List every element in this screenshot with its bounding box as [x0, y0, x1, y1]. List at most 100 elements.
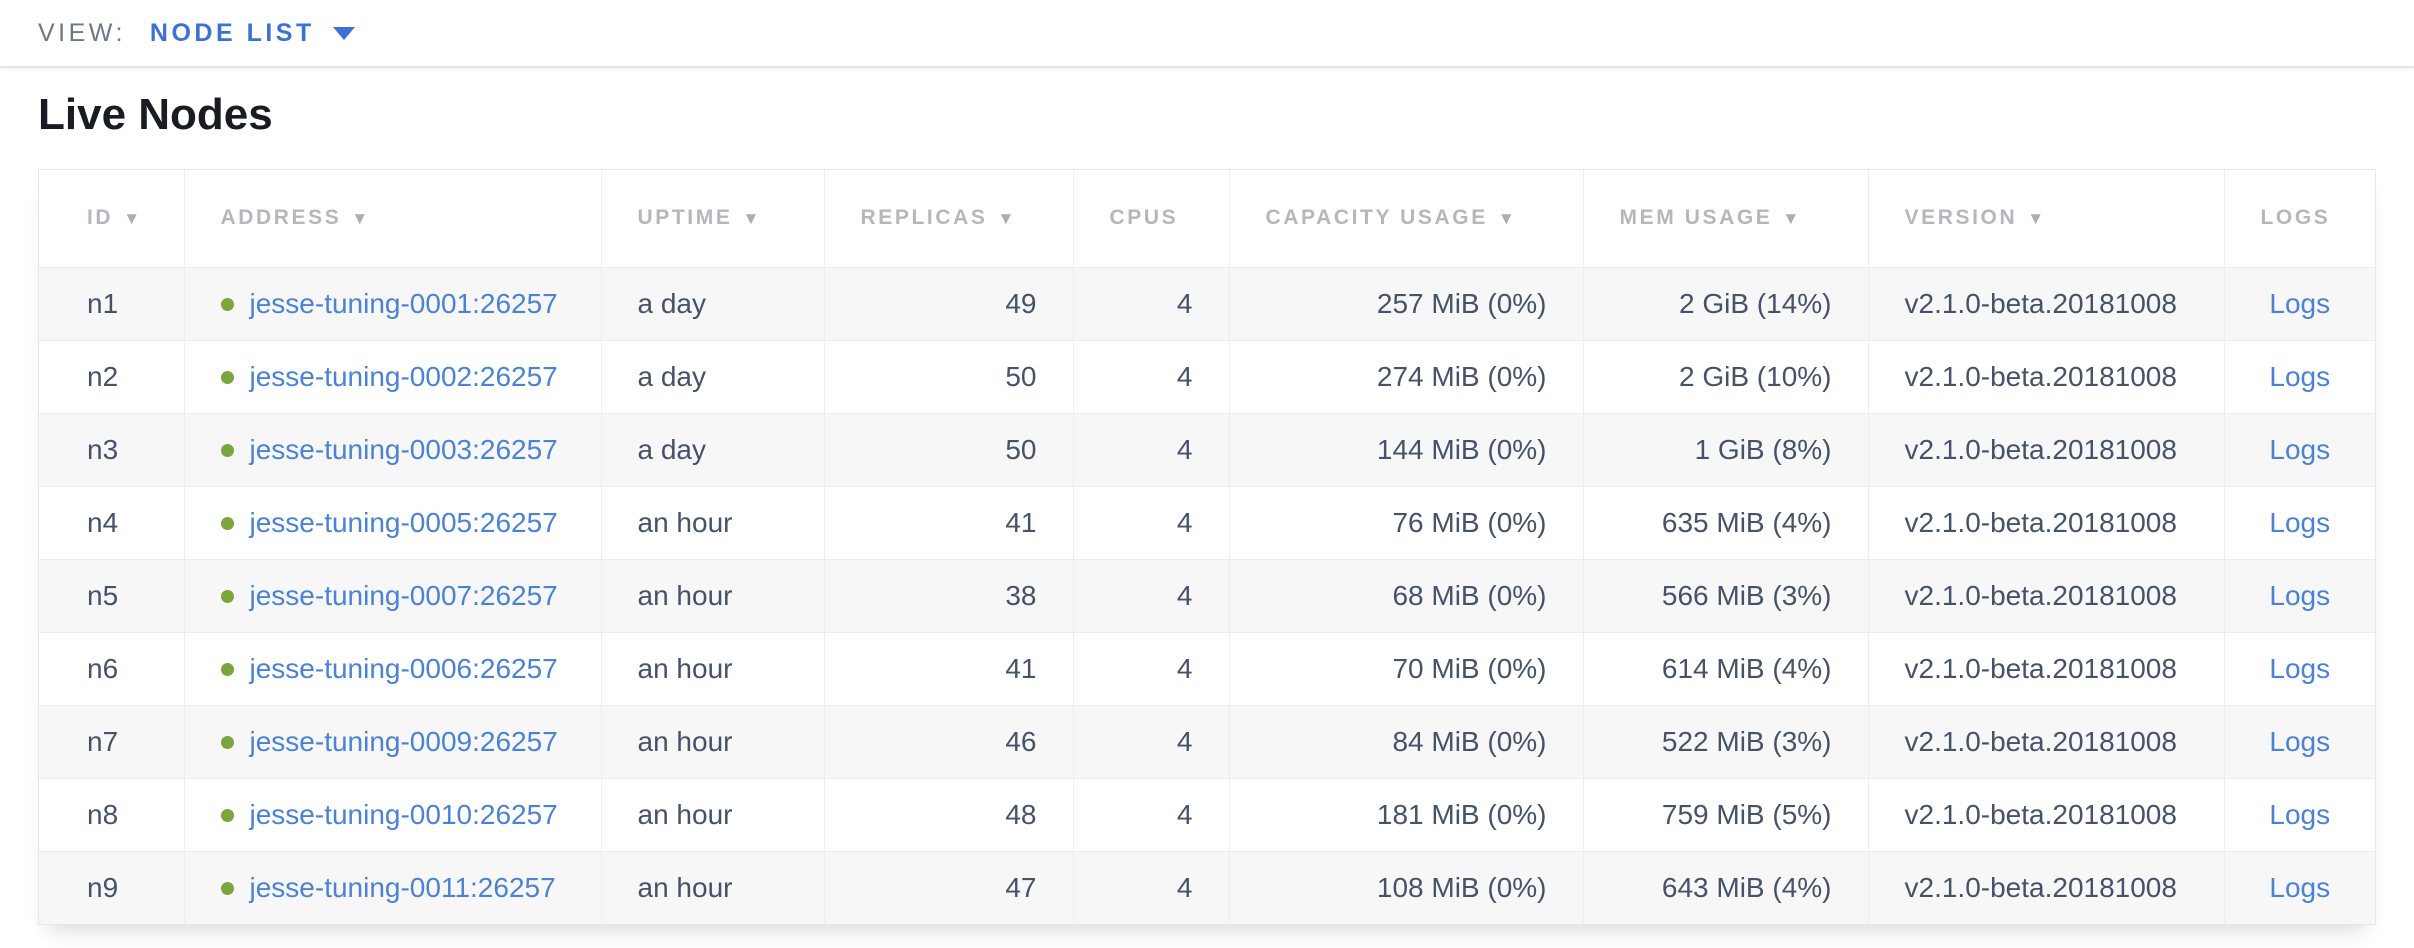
cell-replicas: 41 [823, 631, 1073, 705]
node-address-link[interactable]: jesse-tuning-0002:26257 [249, 360, 558, 392]
column-header-address[interactable]: ADDRESS ▼ [183, 170, 601, 267]
logs-link[interactable]: Logs [2269, 579, 2331, 611]
page-title: Live Nodes [38, 90, 273, 139]
column-header-capacity_usage[interactable]: CAPACITY USAGE ▼ [1228, 170, 1583, 267]
table-row-n5: n5 jesse-tuning-0007:26257 an hour 38 4 68 Mi… [39, 558, 2375, 632]
column-label: ADDRESS [220, 206, 342, 230]
logs-link[interactable]: Logs [2269, 506, 2331, 538]
logs-link[interactable]: Logs [2269, 725, 2331, 757]
live-nodes-table: ID ▼ ADDRESS ▼ UPTIME ▼ REPLICAS ▼ CPUS CAPACITY … [39, 170, 2375, 924]
cell-id: n3 [39, 412, 184, 486]
node-status-healthy-icon [220, 808, 234, 822]
cell-logs: Logs [2223, 777, 2375, 851]
cell-logs: Logs [2223, 704, 2375, 778]
cell-uptime: a day [600, 412, 824, 486]
cell-id: n4 [39, 485, 184, 559]
cell-capacity_usage: 68 MiB (0%) [1228, 558, 1583, 632]
cell-address: jesse-tuning-0007:26257 [183, 558, 601, 632]
logs-link[interactable]: Logs [2269, 287, 2331, 319]
cell-capacity_usage: 70 MiB (0%) [1228, 631, 1583, 705]
node-status-healthy-icon [220, 516, 234, 530]
cell-uptime: an hour [600, 485, 824, 559]
node-address-link[interactable]: jesse-tuning-0001:26257 [249, 287, 558, 319]
column-header-id[interactable]: ID ▼ [39, 170, 184, 267]
cell-id: n1 [39, 266, 184, 340]
cell-address: jesse-tuning-0010:26257 [183, 777, 601, 851]
table-row-n4: n4 jesse-tuning-0005:26257 an hour 41 4 76 Mi… [39, 485, 2375, 559]
cell-replicas: 50 [823, 339, 1073, 413]
cell-version: v2.1.0-beta.20181008 [1867, 485, 2224, 559]
node-address-link[interactable]: jesse-tuning-0006:26257 [249, 652, 558, 684]
cell-id: n8 [39, 777, 184, 851]
node-address-link[interactable]: jesse-tuning-0007:26257 [249, 579, 558, 611]
cell-mem_usage: 759 MiB (5%) [1582, 777, 1868, 851]
cell-logs: Logs [2223, 266, 2375, 340]
cell-mem_usage: 2 GiB (14%) [1582, 266, 1868, 340]
cell-cpus: 4 [1072, 704, 1229, 778]
cell-mem_usage: 614 MiB (4%) [1582, 631, 1868, 705]
cell-capacity_usage: 181 MiB (0%) [1228, 777, 1583, 851]
cell-capacity_usage: 257 MiB (0%) [1228, 266, 1583, 340]
cell-uptime: an hour [600, 850, 824, 924]
column-header-replicas[interactable]: REPLICAS ▼ [823, 170, 1073, 267]
cell-id: n5 [39, 558, 184, 632]
cell-capacity_usage: 84 MiB (0%) [1228, 704, 1583, 778]
cell-cpus: 4 [1072, 266, 1229, 340]
cell-uptime: an hour [600, 777, 824, 851]
cell-id: n7 [39, 704, 184, 778]
cell-address: jesse-tuning-0001:26257 [183, 266, 601, 340]
cell-logs: Logs [2223, 850, 2375, 924]
cell-address: jesse-tuning-0011:26257 [183, 850, 601, 924]
node-status-healthy-icon [220, 662, 234, 676]
column-label: CAPACITY USAGE [1265, 206, 1488, 230]
logs-link[interactable]: Logs [2269, 360, 2331, 392]
cell-cpus: 4 [1072, 485, 1229, 559]
cell-logs: Logs [2223, 412, 2375, 486]
cell-logs: Logs [2223, 485, 2375, 559]
node-address-link[interactable]: jesse-tuning-0010:26257 [249, 798, 558, 830]
table-row-n9: n9 jesse-tuning-0011:26257 an hour 47 4 108 M… [39, 850, 2375, 924]
cell-cpus: 4 [1072, 777, 1229, 851]
cell-address: jesse-tuning-0006:26257 [183, 631, 601, 705]
logs-link[interactable]: Logs [2269, 652, 2331, 684]
cell-address: jesse-tuning-0002:26257 [183, 339, 601, 413]
column-label: MEM USAGE [1619, 206, 1773, 230]
cell-uptime: an hour [600, 558, 824, 632]
logs-link[interactable]: Logs [2269, 433, 2331, 465]
node-address-link[interactable]: jesse-tuning-0005:26257 [249, 506, 558, 538]
cell-version: v2.1.0-beta.20181008 [1867, 266, 2224, 340]
cell-cpus: 4 [1072, 850, 1229, 924]
node-status-healthy-icon [220, 443, 234, 457]
cell-replicas: 50 [823, 412, 1073, 486]
cell-version: v2.1.0-beta.20181008 [1867, 558, 2224, 632]
sort-desc-icon: ▼ [1497, 209, 1515, 229]
chevron-down-icon [332, 26, 355, 40]
column-header-uptime[interactable]: UPTIME ▼ [600, 170, 824, 267]
column-header-mem_usage[interactable]: MEM USAGE ▼ [1582, 170, 1868, 267]
logs-link[interactable]: Logs [2269, 798, 2331, 830]
column-label: UPTIME [637, 206, 733, 230]
node-address-link[interactable]: jesse-tuning-0003:26257 [249, 433, 558, 465]
cell-replicas: 48 [823, 777, 1073, 851]
table-row-n1: n1 jesse-tuning-0001:26257 a day 49 4 257 MiB… [39, 266, 2375, 340]
column-label: REPLICAS [860, 206, 988, 230]
cell-mem_usage: 635 MiB (4%) [1582, 485, 1868, 559]
column-label: CPUS [1109, 206, 1179, 230]
table-row-n3: n3 jesse-tuning-0003:26257 a day 50 4 144 MiB… [39, 412, 2375, 486]
cell-logs: Logs [2223, 339, 2375, 413]
cell-mem_usage: 566 MiB (3%) [1582, 558, 1868, 632]
column-header-version[interactable]: VERSION ▼ [1867, 170, 2224, 267]
cell-version: v2.1.0-beta.20181008 [1867, 412, 2224, 486]
cell-uptime: an hour [600, 631, 824, 705]
view-selector-dropdown[interactable]: NODE LIST [150, 19, 355, 48]
cell-capacity_usage: 274 MiB (0%) [1228, 339, 1583, 413]
node-address-link[interactable]: jesse-tuning-0009:26257 [249, 725, 558, 757]
logs-link[interactable]: Logs [2269, 871, 2331, 903]
node-address-link[interactable]: jesse-tuning-0011:26257 [249, 871, 556, 903]
table-body: n1 jesse-tuning-0001:26257 a day 49 4 257 MiB… [39, 266, 2375, 924]
cell-id: n2 [39, 339, 184, 413]
table-row-n8: n8 jesse-tuning-0010:26257 an hour 48 4 181 M… [39, 777, 2375, 851]
cell-address: jesse-tuning-0003:26257 [183, 412, 601, 486]
cell-uptime: a day [600, 339, 824, 413]
cell-mem_usage: 1 GiB (8%) [1582, 412, 1868, 486]
